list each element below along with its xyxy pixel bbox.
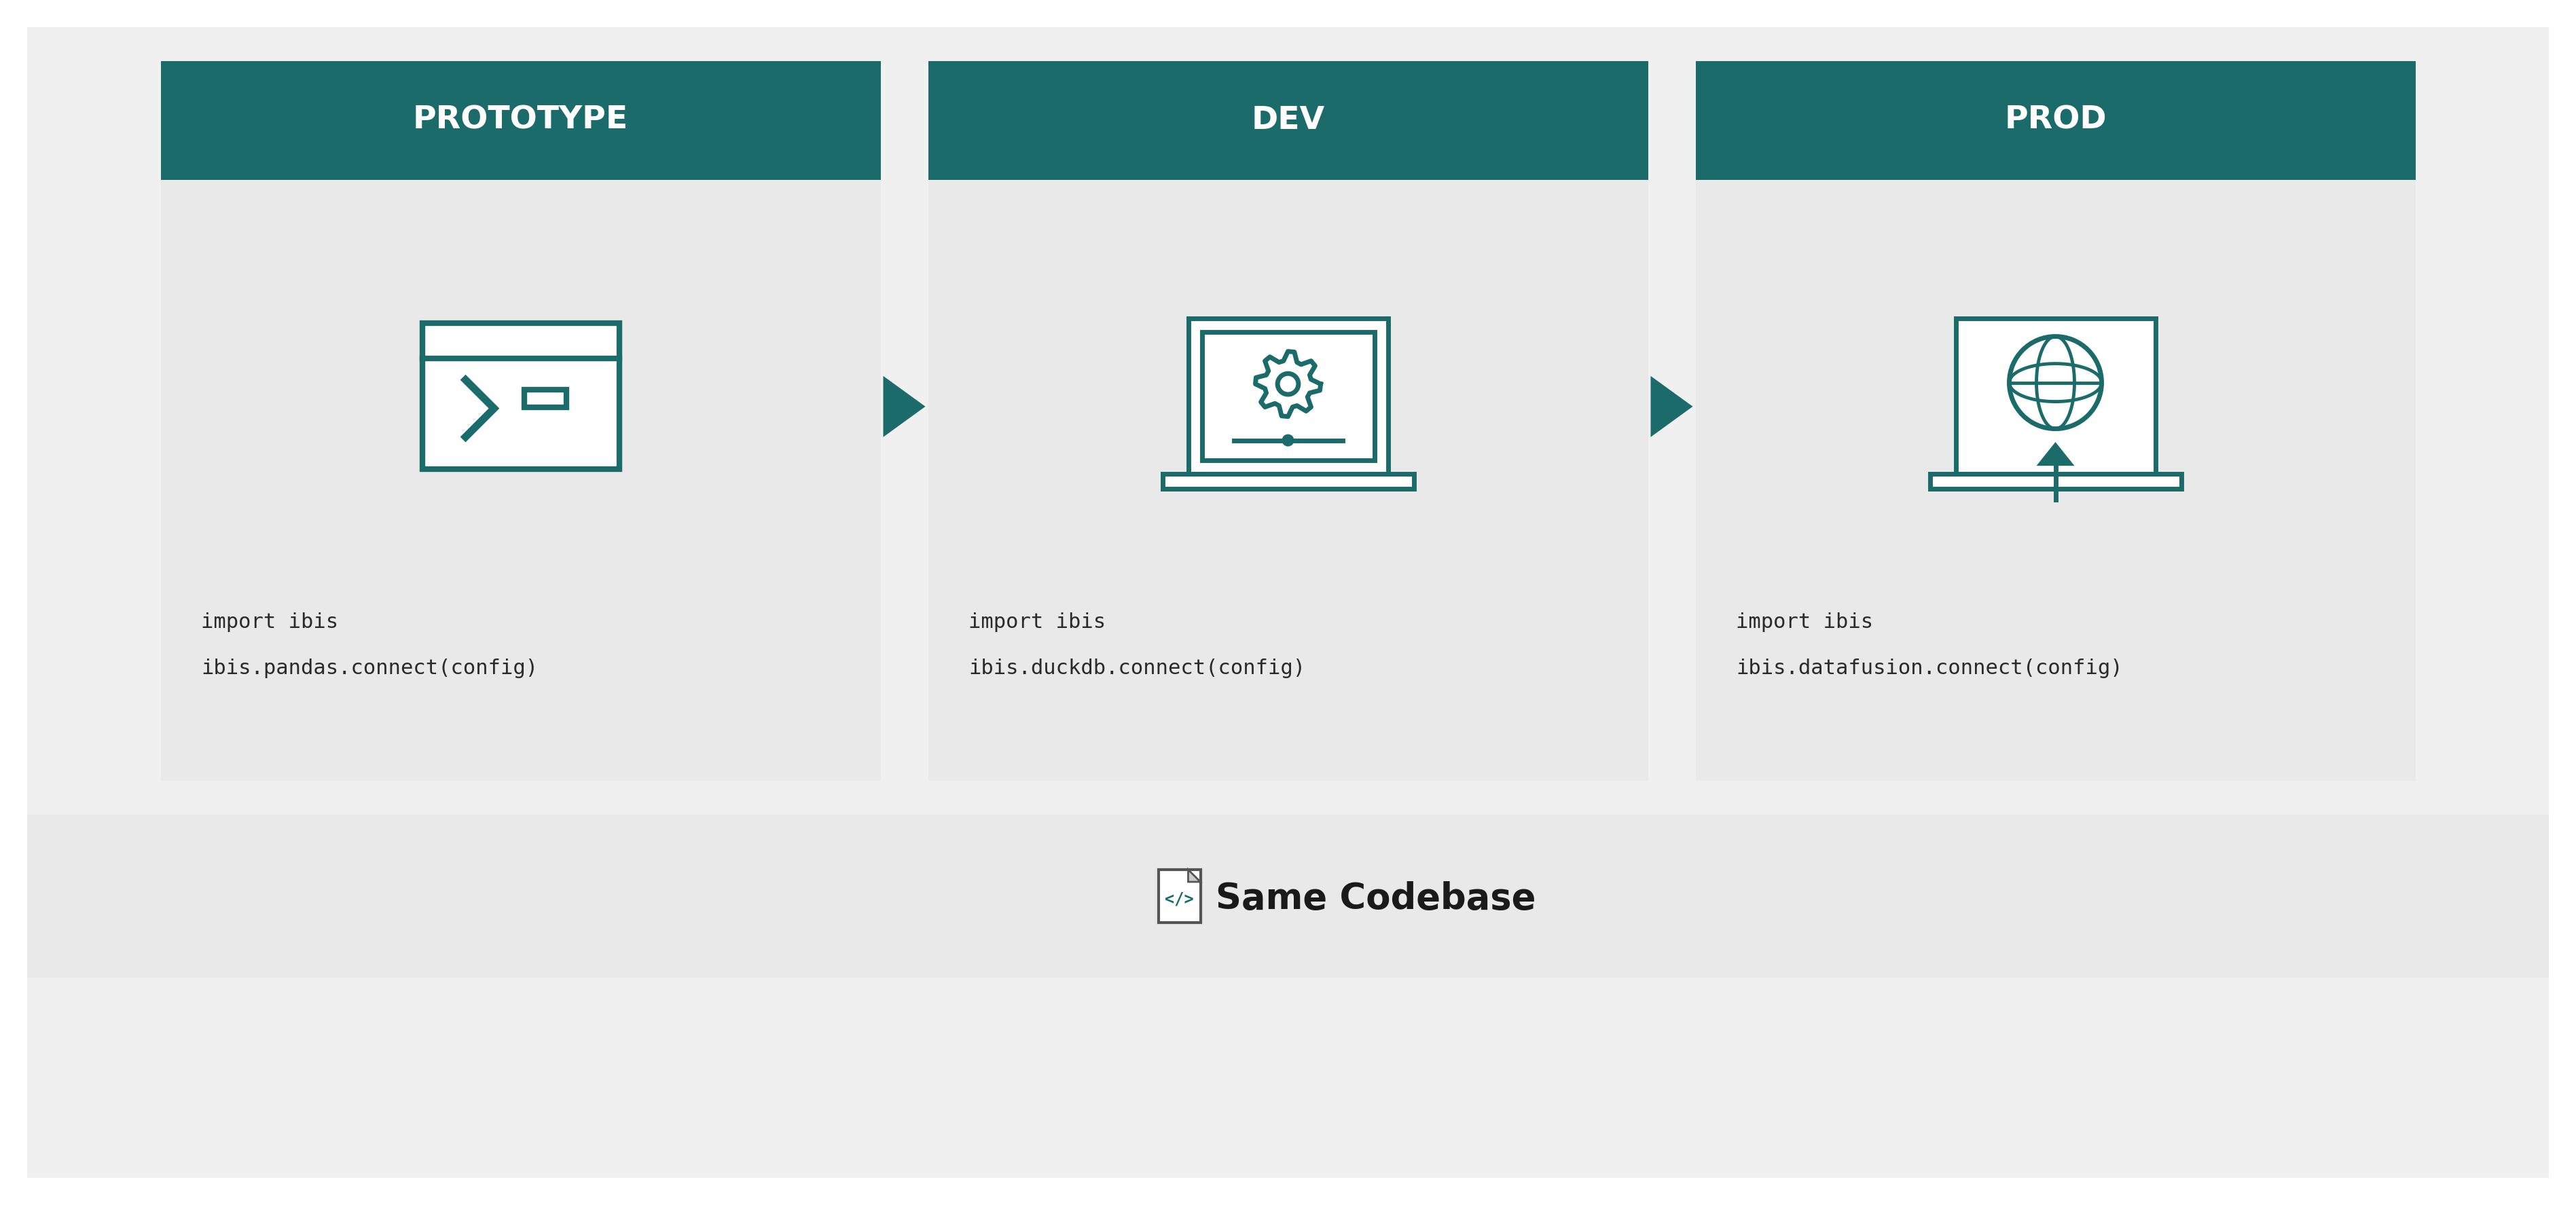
Bar	[1929, 474, 2182, 489]
Bar	[1695, 61, 2416, 180]
Circle shape	[2009, 336, 2102, 429]
Text: PROD: PROD	[2004, 105, 2107, 136]
Polygon shape	[1255, 352, 1321, 417]
Bar	[1188, 318, 1388, 474]
Bar	[927, 61, 1649, 781]
Polygon shape	[2038, 442, 2074, 466]
Bar	[523, 389, 567, 407]
Bar	[160, 61, 881, 180]
Text: import ibis: import ibis	[969, 612, 1105, 633]
Text: PROTOTYPE: PROTOTYPE	[412, 105, 629, 136]
Bar	[1955, 318, 2156, 474]
Bar	[1203, 333, 1373, 460]
Polygon shape	[884, 376, 925, 437]
Text: ibis.datafusion.connect(config): ibis.datafusion.connect(config)	[1736, 659, 2123, 678]
Bar	[1162, 474, 1414, 489]
Text: </>: </>	[1164, 892, 1193, 907]
Circle shape	[1283, 434, 1293, 446]
Bar	[1695, 61, 2416, 781]
Text: import ibis: import ibis	[201, 612, 337, 633]
Bar	[422, 323, 618, 469]
Bar	[1159, 870, 1200, 923]
Bar	[927, 61, 1649, 180]
Text: Same Codebase: Same Codebase	[1216, 881, 1535, 917]
Text: ibis.pandas.connect(config): ibis.pandas.connect(config)	[201, 659, 538, 678]
Text: ibis.duckdb.connect(config): ibis.duckdb.connect(config)	[969, 659, 1306, 678]
Bar	[160, 61, 881, 781]
Polygon shape	[1651, 376, 1692, 437]
Circle shape	[1278, 374, 1298, 394]
Polygon shape	[1188, 870, 1200, 882]
Text: DEV: DEV	[1252, 105, 1324, 136]
Bar	[28, 815, 2548, 977]
Text: import ibis: import ibis	[1736, 612, 1873, 633]
